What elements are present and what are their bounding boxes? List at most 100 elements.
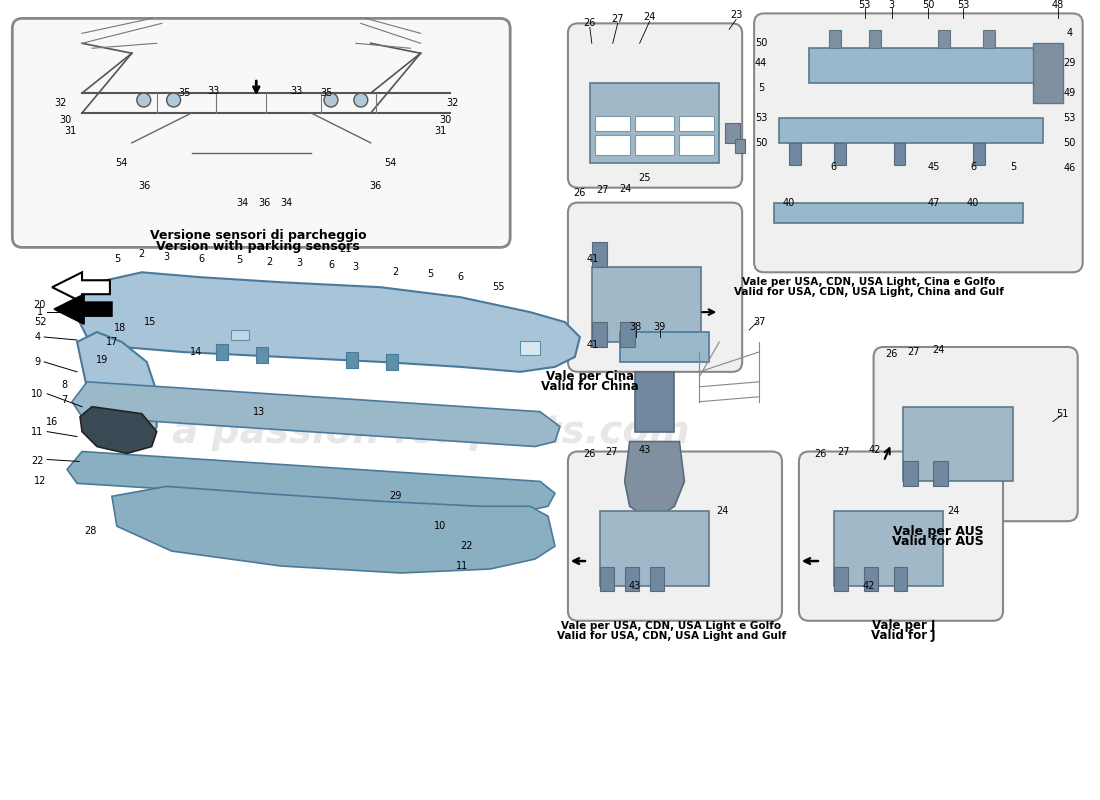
Polygon shape bbox=[73, 382, 560, 446]
Text: 45: 45 bbox=[927, 162, 939, 172]
Text: 36: 36 bbox=[139, 181, 151, 190]
Bar bbox=[595, 135, 629, 155]
Text: 4: 4 bbox=[1067, 28, 1072, 38]
Text: Versione sensori di parcheggio: Versione sensori di parcheggio bbox=[150, 229, 366, 242]
Bar bbox=[592, 242, 607, 267]
Text: 35: 35 bbox=[178, 88, 190, 98]
Text: 24: 24 bbox=[947, 506, 959, 516]
Bar bbox=[779, 118, 1043, 143]
Text: 53: 53 bbox=[858, 1, 871, 10]
Text: 47: 47 bbox=[927, 198, 939, 207]
Bar bbox=[938, 30, 950, 48]
Circle shape bbox=[136, 93, 151, 107]
Text: 26: 26 bbox=[574, 188, 586, 198]
Text: 50: 50 bbox=[755, 138, 768, 148]
Text: 11: 11 bbox=[456, 561, 469, 571]
Text: 17: 17 bbox=[106, 337, 118, 347]
Text: 37: 37 bbox=[752, 317, 766, 327]
Text: 32: 32 bbox=[54, 98, 66, 108]
Bar bbox=[592, 267, 702, 342]
Bar bbox=[386, 354, 398, 370]
Bar bbox=[592, 322, 607, 347]
Text: Vale per USA, CDN, USA Light e Golfo: Vale per USA, CDN, USA Light e Golfo bbox=[561, 621, 781, 630]
Text: 53: 53 bbox=[957, 1, 969, 10]
Text: 16: 16 bbox=[46, 417, 58, 426]
Text: 12: 12 bbox=[34, 476, 46, 486]
Text: 9: 9 bbox=[34, 357, 41, 367]
Text: 27: 27 bbox=[612, 14, 624, 24]
Text: 40: 40 bbox=[967, 198, 979, 207]
Text: 41: 41 bbox=[586, 254, 598, 264]
Text: Valid for USA, CDN, USA Light, China and Gulf: Valid for USA, CDN, USA Light, China and… bbox=[734, 287, 1003, 298]
Bar bbox=[974, 143, 986, 165]
Polygon shape bbox=[77, 332, 156, 451]
Text: 42: 42 bbox=[862, 581, 874, 591]
Polygon shape bbox=[77, 272, 580, 372]
Text: 5: 5 bbox=[758, 83, 764, 93]
Bar bbox=[619, 322, 635, 347]
FancyBboxPatch shape bbox=[568, 23, 742, 188]
Text: 27: 27 bbox=[908, 347, 920, 357]
Text: 6: 6 bbox=[328, 260, 334, 270]
Bar bbox=[1033, 43, 1063, 103]
Text: 6: 6 bbox=[830, 162, 837, 172]
Bar bbox=[520, 341, 540, 355]
Text: 27: 27 bbox=[596, 185, 609, 194]
Text: Valid for J: Valid for J bbox=[871, 630, 936, 642]
Text: Valid for China: Valid for China bbox=[541, 380, 639, 394]
Text: 19: 19 bbox=[96, 355, 108, 365]
Text: 21: 21 bbox=[340, 244, 352, 254]
FancyBboxPatch shape bbox=[873, 347, 1078, 522]
Bar bbox=[834, 511, 944, 586]
Text: 42: 42 bbox=[868, 445, 881, 454]
Text: 53: 53 bbox=[1064, 113, 1076, 123]
Text: 5: 5 bbox=[113, 254, 120, 264]
Bar bbox=[635, 135, 674, 155]
Bar bbox=[650, 567, 663, 591]
Bar bbox=[864, 567, 878, 591]
Text: 50: 50 bbox=[1064, 138, 1076, 148]
Text: 22: 22 bbox=[31, 457, 44, 466]
Text: 24: 24 bbox=[932, 345, 945, 355]
Bar bbox=[600, 511, 710, 586]
Bar bbox=[345, 352, 358, 368]
Bar bbox=[893, 567, 907, 591]
Text: 3: 3 bbox=[889, 1, 894, 10]
Text: 30: 30 bbox=[439, 115, 452, 125]
Bar bbox=[217, 344, 229, 360]
Text: 10: 10 bbox=[31, 389, 43, 398]
Bar bbox=[635, 372, 674, 432]
Text: 24: 24 bbox=[644, 12, 656, 22]
Polygon shape bbox=[52, 272, 110, 302]
Text: 38: 38 bbox=[629, 322, 641, 332]
Bar bbox=[595, 116, 629, 131]
Text: 13: 13 bbox=[253, 406, 265, 417]
Bar bbox=[983, 30, 996, 48]
Text: 8: 8 bbox=[60, 380, 67, 390]
Text: 43: 43 bbox=[638, 445, 651, 454]
Text: 36: 36 bbox=[258, 198, 271, 207]
Text: 46: 46 bbox=[1064, 162, 1076, 173]
Text: Valid for AUS: Valid for AUS bbox=[892, 534, 984, 548]
Text: 51: 51 bbox=[1057, 409, 1069, 418]
Text: 2: 2 bbox=[266, 258, 273, 267]
Text: 34: 34 bbox=[280, 198, 293, 207]
Text: 15: 15 bbox=[144, 317, 156, 327]
FancyBboxPatch shape bbox=[755, 14, 1082, 272]
Text: 29: 29 bbox=[1064, 58, 1076, 68]
Text: 32: 32 bbox=[447, 98, 459, 108]
Text: 35: 35 bbox=[321, 88, 333, 98]
Text: 33: 33 bbox=[290, 86, 303, 96]
Text: 11: 11 bbox=[31, 426, 43, 437]
Bar bbox=[869, 30, 881, 48]
Bar bbox=[893, 143, 905, 165]
Text: 31: 31 bbox=[434, 126, 447, 136]
Text: 48: 48 bbox=[1052, 1, 1064, 10]
Text: 36: 36 bbox=[370, 181, 382, 190]
Text: 24: 24 bbox=[716, 506, 728, 516]
Bar bbox=[725, 123, 740, 143]
Text: 33: 33 bbox=[207, 86, 220, 96]
Text: 27: 27 bbox=[837, 446, 850, 457]
Text: Vale per USA, CDN, USA Light, Cina e Golfo: Vale per USA, CDN, USA Light, Cina e Gol… bbox=[741, 278, 996, 287]
Text: 26: 26 bbox=[584, 449, 596, 458]
